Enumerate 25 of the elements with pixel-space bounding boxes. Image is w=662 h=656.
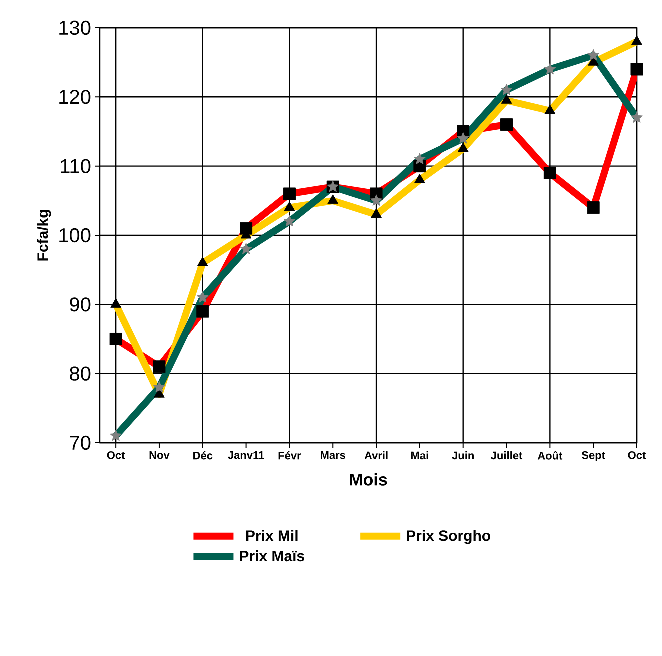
x-tick-label: Févr (278, 452, 302, 460)
y-tick-label: 70 (70, 436, 91, 450)
y-tick-label: 100 (60, 228, 91, 243)
legend-label: Prix Maïs (240, 550, 304, 562)
x-tick-label: Août (538, 452, 563, 460)
x-axis-title: Mois (350, 473, 388, 486)
y-tick-label: 80 (70, 366, 91, 381)
y-tick-label: 130 (60, 20, 91, 36)
y-tick-label: 120 (60, 90, 91, 104)
x-tick-label: Janv11 (228, 452, 264, 460)
x-tick-label: Sept (582, 452, 606, 462)
x-tick-label: Nov (150, 452, 170, 460)
y-tick-label: 110 (61, 159, 91, 174)
y-axis-title: Fcfa/kg (37, 210, 52, 261)
legend-label: Prix Mil (246, 530, 298, 542)
x-tick-label: Oct (628, 452, 646, 460)
x-tick-label: Oct (107, 452, 126, 460)
x-tick-label: Déc (194, 452, 213, 460)
x-tick-label: Juin (452, 452, 474, 460)
x-tick-label: Mai (412, 452, 428, 460)
x-tick-label: Mars (321, 452, 346, 460)
y-tick-label: 90 (70, 298, 91, 312)
x-tick-label: Juillet (491, 452, 523, 460)
x-tick-label: Avril (364, 452, 388, 460)
legend-label: Prix Sorgho (407, 530, 490, 544)
